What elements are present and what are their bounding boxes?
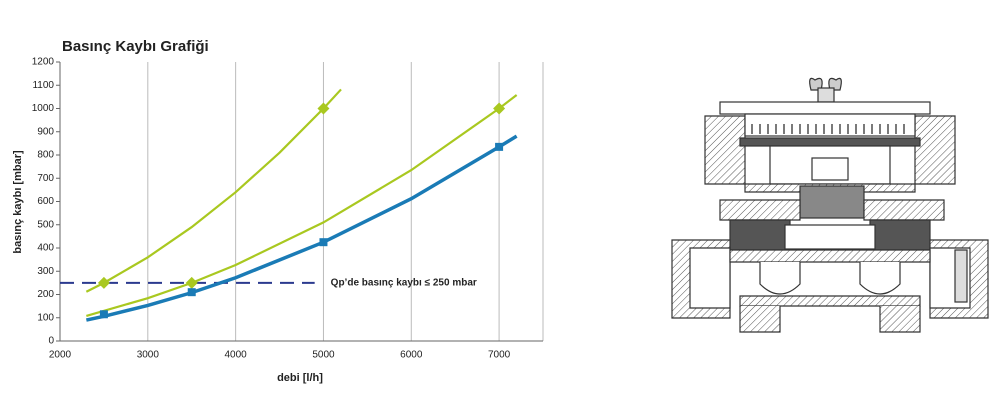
marker xyxy=(99,310,108,319)
y-tick-label: 400 xyxy=(37,243,54,254)
x-tick-label: 3000 xyxy=(137,350,160,361)
marker xyxy=(185,276,198,289)
marker xyxy=(493,102,506,115)
y-tick-label: 300 xyxy=(37,266,54,277)
y-tick-label: 900 xyxy=(37,126,54,137)
y-tick-label: 1200 xyxy=(32,57,55,68)
y-tick-label: 100 xyxy=(37,312,54,323)
marker xyxy=(317,102,330,115)
y-tick-label: 1100 xyxy=(32,80,54,91)
y-tick-label: 700 xyxy=(37,173,54,184)
marker xyxy=(319,238,328,247)
y-tick-label: 600 xyxy=(37,196,54,207)
x-tick-label: 6000 xyxy=(400,350,423,361)
curve xyxy=(85,134,518,322)
marker xyxy=(187,288,196,297)
chart-title: Basınç Kaybı Grafiği xyxy=(62,38,209,55)
x-tick-label: 7000 xyxy=(488,350,511,361)
marker xyxy=(97,276,110,289)
curve xyxy=(85,88,342,293)
marker xyxy=(495,142,504,151)
x-axis-label: debi [l/h] xyxy=(277,372,323,384)
x-tick-label: 4000 xyxy=(225,350,248,361)
curve xyxy=(86,94,518,317)
y-tick-label: 0 xyxy=(48,336,54,347)
y-tick-label: 800 xyxy=(37,150,54,161)
threshold-label: Qp’de basınç kaybı ≤ 250 mbar xyxy=(331,278,477,289)
y-tick-label: 500 xyxy=(37,219,54,230)
x-tick-label: 2000 xyxy=(49,350,72,361)
y-tick-label: 1000 xyxy=(32,103,55,114)
x-tick-label: 5000 xyxy=(312,350,335,361)
valve-drawing xyxy=(671,77,989,333)
y-tick-label: 200 xyxy=(37,289,54,300)
y-axis-label: basınç kaybı [mbar] xyxy=(12,150,24,254)
